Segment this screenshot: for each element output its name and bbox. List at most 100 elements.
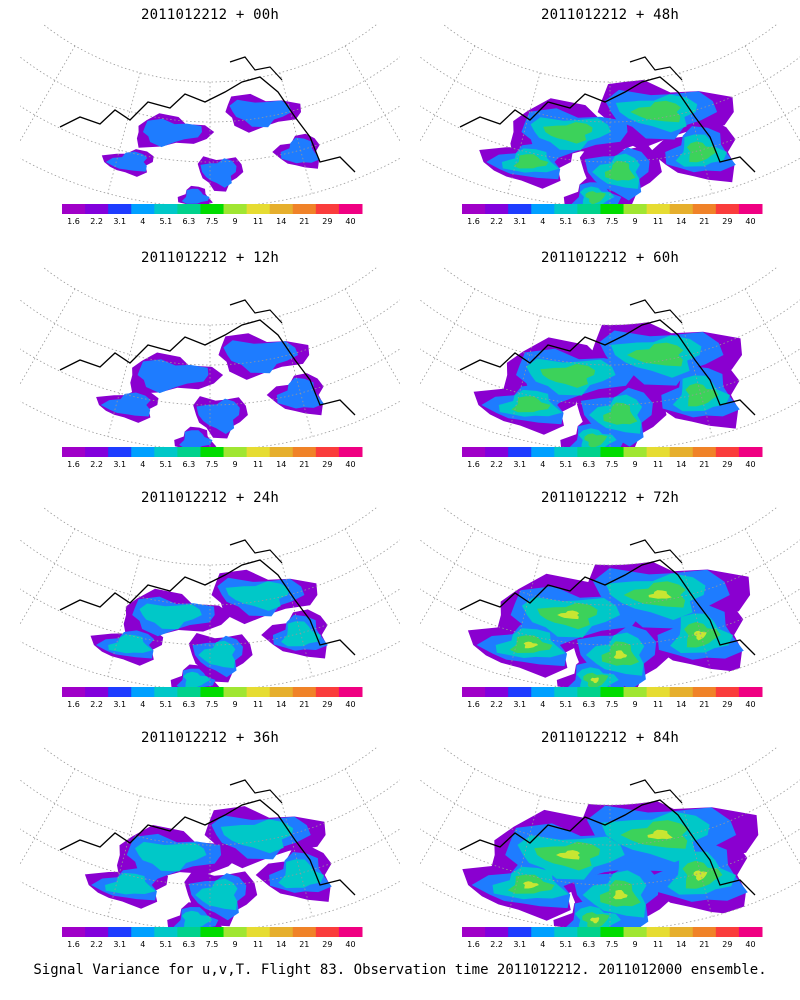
colorbar-tick-label: 21 — [699, 460, 709, 469]
colorbar-tick-label: 3.1 — [513, 460, 526, 469]
variance-map — [20, 267, 400, 451]
colorbar-tick-label: 14 — [676, 460, 686, 469]
colorbar-tick-label: 29 — [322, 700, 332, 709]
colorbar-swatch — [623, 447, 648, 457]
colorbar-tick-label: 5.1 — [559, 940, 572, 949]
colorbar-swatch — [692, 687, 717, 697]
figure-caption: Signal Variance for u,v,T. Flight 83. Ob… — [33, 962, 767, 978]
colorbar-swatch — [223, 204, 248, 214]
colorbar-tick-label: 2.2 — [490, 940, 503, 949]
colorbar-swatch — [269, 204, 294, 214]
colorbar-swatch — [108, 204, 132, 214]
colorbar-tick-label: 7.5 — [206, 460, 219, 469]
colorbar-tick-label: 1.6 — [67, 217, 80, 226]
colorbar-swatch — [623, 927, 648, 937]
colorbar-swatch — [554, 687, 578, 697]
panel-title: 2011012212 + 00h — [140, 7, 280, 23]
colorbar-tick-label: 2.2 — [90, 217, 103, 226]
colorbar-tick-label: 14 — [676, 940, 686, 949]
colorbar-swatch — [246, 687, 271, 697]
colorbar-swatch — [508, 687, 532, 697]
colorbar-swatch — [131, 204, 155, 214]
colorbar-tick-label: 2.2 — [490, 460, 503, 469]
colorbar-tick-label: 3.1 — [113, 460, 126, 469]
colorbar-swatch — [462, 687, 486, 697]
colorbar-swatch — [269, 687, 294, 697]
variance-field — [101, 93, 320, 206]
colorbar-tick-label: 3.1 — [113, 217, 126, 226]
colorbar-tick-label: 14 — [276, 217, 286, 226]
colorbar-swatch — [177, 447, 201, 457]
colorbar-swatch — [200, 687, 225, 697]
colorbar-tick-label: 1.6 — [467, 217, 480, 226]
colorbar-swatch — [292, 687, 317, 697]
colorbar-tick-label: 7.5 — [606, 700, 619, 709]
colorbar-swatch — [485, 447, 509, 457]
colorbar-swatch — [108, 447, 132, 457]
colorbar-swatch — [508, 204, 532, 214]
colorbar-tick-label: 40 — [745, 460, 755, 469]
colorbar-tick-label: 5.1 — [559, 460, 572, 469]
colorbar-tick-label: 7.5 — [606, 460, 619, 469]
colorbar-swatch — [669, 687, 694, 697]
colorbar-tick-label: 7.5 — [606, 217, 619, 226]
panel-title: 2011012212 + 36h — [140, 730, 280, 746]
colorbar-tick-label: 29 — [322, 217, 332, 226]
colorbar-tick-label: 40 — [745, 700, 755, 709]
panel-title: 2011012212 + 12h — [140, 250, 280, 266]
colorbar-swatch — [85, 927, 109, 937]
colorbar-tick-label: 6.3 — [183, 940, 196, 949]
colorbar-tick-label: 1.6 — [467, 940, 480, 949]
colorbar-tick-label: 21 — [299, 460, 309, 469]
colorbar-swatch — [338, 927, 363, 937]
colorbar-swatch — [738, 447, 763, 457]
coastline — [59, 799, 356, 896]
variance-map — [420, 507, 800, 691]
map-panel: 2011012212 + 60h 1.6 2.2 3.1 4 5.1 6.3 7.5 9 11 14… — [420, 245, 800, 485]
colorbar-swatch — [692, 447, 717, 457]
colorbar-swatch — [200, 447, 225, 457]
colorbar-swatch — [177, 687, 201, 697]
graticule — [20, 24, 400, 208]
colorbar-tick-label: 29 — [722, 460, 732, 469]
colorbar-tick-label: 2.2 — [90, 460, 103, 469]
colorbar-swatch — [246, 927, 271, 937]
graticule — [420, 747, 800, 931]
colorbar-swatch — [531, 204, 555, 214]
variance-map — [420, 24, 800, 208]
colorbar-tick-label: 9 — [233, 700, 238, 709]
colorbar-tick-label: 2.2 — [90, 940, 103, 949]
colorbar: 1.6 2.2 3.1 4 5.1 6.3 7.5 9 11 14 21 29 40 — [462, 204, 763, 226]
map-panel: 2011012212 + 36h 1.6 2.2 3.1 4 5.1 6.3 7.5 9 11 14… — [20, 725, 400, 965]
colorbar-swatch — [485, 687, 509, 697]
map-panel: 2011012212 + 12h 1.6 2.2 3.1 4 5.1 6.3 7.5 9 11 14… — [20, 245, 400, 485]
panel-title: 2011012212 + 24h — [140, 490, 280, 506]
colorbar-tick-label: 1.6 — [67, 940, 80, 949]
colorbar-swatch — [200, 927, 225, 937]
colorbar-tick-label: 6.3 — [183, 700, 196, 709]
colorbar-tick-label: 4 — [540, 940, 545, 949]
colorbar-tick-label: 4 — [540, 460, 545, 469]
colorbar-tick-label: 40 — [345, 700, 355, 709]
colorbar: 1.6 2.2 3.1 4 5.1 6.3 7.5 9 11 14 21 29 40 — [62, 447, 363, 469]
colorbar-tick-label: 9 — [633, 217, 638, 226]
map-panel: 2011012212 + 72h 1.6 2.2 3.1 4 5.1 6.3 7.5 9 11 14… — [420, 485, 800, 725]
colorbar-tick-label: 11 — [653, 700, 663, 709]
colorbar-swatch — [531, 447, 555, 457]
colorbar-swatch — [715, 204, 740, 214]
colorbar-swatch — [646, 447, 671, 457]
colorbar: 1.6 2.2 3.1 4 5.1 6.3 7.5 9 11 14 21 29 40 — [62, 687, 363, 709]
colorbar-tick-label: 4 — [140, 700, 145, 709]
colorbar-tick-label: 5.1 — [159, 940, 172, 949]
variance-field — [467, 555, 751, 690]
variance-map — [420, 267, 800, 451]
colorbar-tick-label: 29 — [722, 217, 732, 226]
colorbar-tick-label: 11 — [253, 460, 263, 469]
colorbar-swatch — [315, 927, 340, 937]
colorbar-swatch — [600, 927, 625, 937]
map-panel: 2011012212 + 24h 1.6 2.2 3.1 4 5.1 6.3 7.5 9 11 14… — [20, 485, 400, 725]
colorbar-tick-label: 21 — [699, 217, 709, 226]
colorbar-tick-label: 7.5 — [606, 940, 619, 949]
colorbar-tick-label: 6.3 — [583, 940, 596, 949]
colorbar-swatch — [531, 687, 555, 697]
